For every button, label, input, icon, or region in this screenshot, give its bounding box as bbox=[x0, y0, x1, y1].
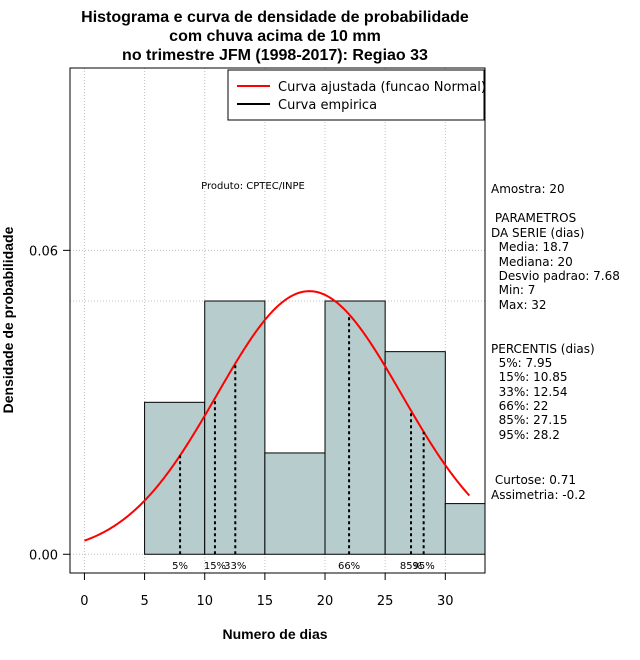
histogram-bar bbox=[144, 401, 206, 555]
legend: Curva ajustada (funcao Normal) Curva emp… bbox=[227, 69, 486, 121]
x-tick-label: 0 bbox=[80, 594, 88, 609]
title-line-2: com chuva acima de 10 mm bbox=[169, 28, 381, 45]
side-min: Min: 7 bbox=[491, 283, 535, 297]
fitted-normal-curve bbox=[84, 290, 471, 542]
product-note: Produto: CPTEC/INPE bbox=[201, 181, 305, 192]
side-kurtosis: Curtose: 0.71 bbox=[491, 473, 576, 487]
title-line-1: Histograma e curva de densidade de proba… bbox=[81, 9, 469, 26]
x-tick-label: 20 bbox=[317, 594, 334, 609]
x-axis-label: Numero de dias bbox=[222, 626, 327, 642]
percentile-label: 85% bbox=[400, 561, 422, 572]
side-sample: Amostra: 20 bbox=[491, 182, 565, 196]
histogram-bar bbox=[384, 351, 446, 555]
percentile-label: 33% bbox=[224, 561, 246, 572]
y-tick-label: 0.00 bbox=[29, 548, 58, 563]
side-skewness: Assimetria: -0.2 bbox=[491, 488, 586, 502]
side-p15: 15%: 10.85 bbox=[491, 370, 568, 384]
side-panel: Amostra: 20 PARAMETROS DA SERIE (dias) M… bbox=[491, 182, 620, 502]
x-tick-label: 10 bbox=[196, 594, 213, 609]
x-tick-label: 15 bbox=[257, 594, 274, 609]
side-max: Max: 32 bbox=[491, 298, 547, 312]
y-tick-label: 0.06 bbox=[29, 244, 58, 259]
percentile-label: 5% bbox=[172, 561, 188, 572]
histogram-bars bbox=[144, 300, 486, 555]
side-p66: 66%: 22 bbox=[491, 399, 548, 413]
legend-label-empirical: Curva empirica bbox=[278, 98, 377, 113]
x-tick-label: 30 bbox=[437, 594, 454, 609]
axes: 0 5 10 15 20 25 30 0.00 0.06 bbox=[29, 244, 454, 609]
side-params-heading: PARAMETROS bbox=[491, 211, 576, 225]
side-median: Mediana: 20 bbox=[491, 255, 573, 269]
side-p95: 95%: 28.2 bbox=[491, 428, 560, 442]
y-axis-label: Densidade de probabilidade bbox=[0, 226, 16, 413]
chart-title: Histograma e curva de densidade de proba… bbox=[81, 9, 469, 64]
side-params-subheading: DA SERIE (dias) bbox=[491, 226, 584, 240]
side-p5: 5%: 7.95 bbox=[491, 356, 552, 370]
side-p85: 85%: 27.15 bbox=[491, 413, 568, 427]
side-sd: Desvio padrao: 7.68 bbox=[491, 269, 620, 283]
fitted-curve-layer bbox=[84, 290, 471, 542]
histogram-bar bbox=[324, 300, 386, 555]
x-tick-label: 5 bbox=[140, 594, 148, 609]
x-tick-label: 25 bbox=[377, 594, 394, 609]
title-line-3: no trimestre JFM (1998-2017): Regiao 33 bbox=[122, 47, 428, 64]
histogram-bar bbox=[264, 452, 326, 555]
percentile-markers: 5% 15%33% 66% 85%95% bbox=[172, 314, 435, 572]
legend-box bbox=[227, 69, 485, 121]
legend-label-fitted: Curva ajustada (funcao Normal) bbox=[278, 80, 486, 95]
side-mean: Media: 18.7 bbox=[491, 240, 569, 254]
side-p33: 33%: 12.54 bbox=[491, 385, 568, 399]
percentile-label: 66% bbox=[338, 561, 360, 572]
side-percentiles-heading: PERCENTIS (dias) bbox=[491, 342, 595, 356]
percentile-label: 15% bbox=[204, 561, 226, 572]
histogram-bar bbox=[444, 503, 486, 555]
percentile-label: 95% bbox=[413, 561, 435, 572]
